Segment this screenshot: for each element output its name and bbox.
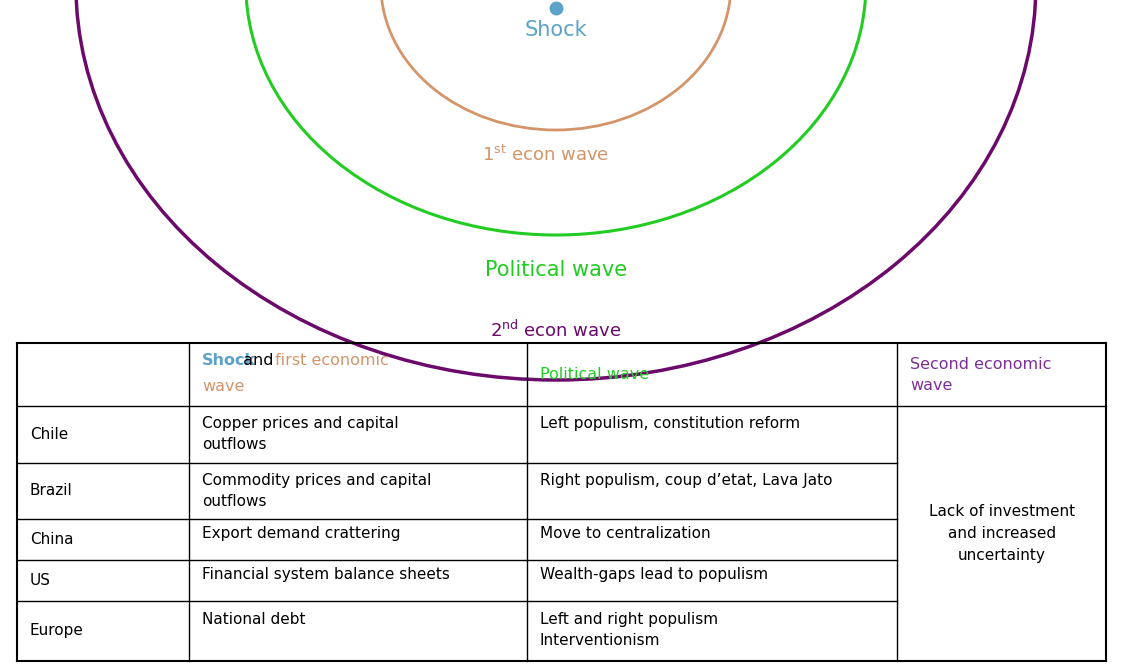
Text: Political wave: Political wave	[485, 260, 627, 280]
Text: Move to centralization: Move to centralization	[540, 527, 711, 541]
Text: Left populism, constitution reform: Left populism, constitution reform	[540, 416, 800, 432]
Text: wave: wave	[202, 378, 245, 394]
Text: first economic: first economic	[275, 353, 389, 369]
Text: China: China	[30, 532, 73, 547]
Text: Second economic
wave: Second economic wave	[910, 357, 1051, 393]
Text: Political wave: Political wave	[540, 367, 649, 382]
Text: 2$^{\mathrm{nd}}$ econ wave: 2$^{\mathrm{nd}}$ econ wave	[490, 320, 622, 341]
Text: Financial system balance sheets: Financial system balance sheets	[202, 567, 450, 582]
Text: Wealth-gaps lead to populism: Wealth-gaps lead to populism	[540, 567, 768, 582]
Text: National debt: National debt	[202, 612, 305, 627]
Text: Commodity prices and capital
outflows: Commodity prices and capital outflows	[202, 473, 431, 509]
Text: Chile: Chile	[30, 427, 69, 442]
Text: Right populism, coup d’etat, Lava Jato: Right populism, coup d’etat, Lava Jato	[540, 473, 832, 488]
Text: 1$^{\mathrm{st}}$ econ wave: 1$^{\mathrm{st}}$ econ wave	[483, 145, 610, 165]
Text: Brazil: Brazil	[30, 483, 73, 499]
Text: Shock: Shock	[202, 353, 256, 369]
Text: US: US	[30, 573, 51, 588]
Text: Europe: Europe	[30, 623, 84, 638]
Text: Export demand crattering: Export demand crattering	[202, 527, 401, 541]
Text: Lack of investment
and increased
uncertainty: Lack of investment and increased uncerta…	[929, 504, 1075, 563]
Text: Left and right populism
Interventionism: Left and right populism Interventionism	[540, 612, 718, 647]
Text: Shock: Shock	[524, 20, 587, 40]
Text: Copper prices and capital
outflows: Copper prices and capital outflows	[202, 416, 399, 452]
Text: and: and	[238, 353, 279, 369]
